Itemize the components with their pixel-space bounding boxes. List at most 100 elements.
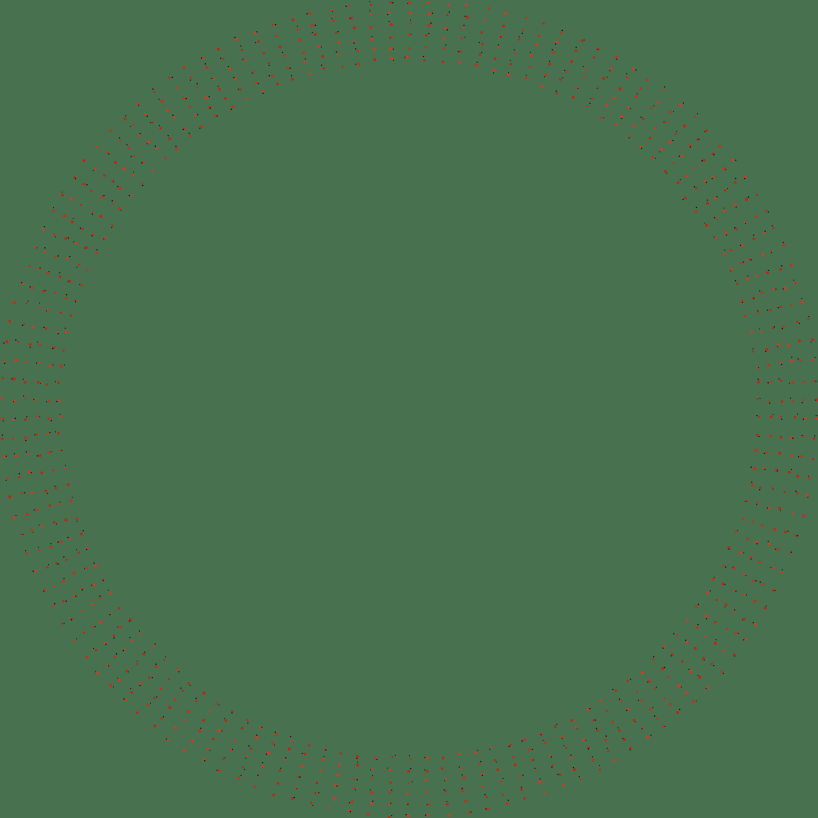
stem-speck [293,796,296,799]
ring-dot [634,94,638,98]
ring-dot [653,127,657,130]
ring-dot [632,124,636,128]
ring-dot [352,786,356,790]
ring-dot [446,13,449,17]
stem-speck [146,115,148,117]
ring-dot [3,360,6,363]
stem-speck [570,754,572,756]
ring-dot [651,155,655,159]
stem-speck [243,768,246,770]
stem-speck [747,196,750,198]
stem-speck [113,637,115,639]
stem-speck [726,234,728,236]
stem-speck [443,789,445,791]
stem-speck [146,143,148,145]
ring-dot [493,57,497,61]
ring-dot [308,744,311,747]
stem-speck [111,227,113,229]
stem-speck [778,378,780,380]
ring-dot [43,588,46,592]
ring-dot [543,792,546,795]
ring-dot [109,683,113,687]
stem-speck [557,773,559,776]
ring-dot [296,28,299,31]
stem-speck [392,48,394,50]
stem-speck [21,324,24,327]
stem-speck [52,207,55,209]
stem-speck [662,647,664,649]
ring-dot [388,768,392,772]
ring-dot [579,778,582,781]
stem-speck [554,43,557,45]
ring-dot [163,658,166,661]
ring-dot [758,560,762,564]
stem-speck [480,760,482,763]
stem-speck [715,639,717,641]
ring-dot [537,779,541,784]
ring-dot [35,415,39,418]
ring-dot [350,800,354,804]
ring-dot [159,687,163,691]
stem-speck [507,799,510,802]
ring-dot [424,33,428,37]
ring-dot [49,364,52,368]
stem-speck [779,510,781,512]
ring-dot [505,802,509,806]
ring-dot [55,330,59,334]
stem-speck [318,792,320,794]
ring-dot [685,641,689,644]
ring-dot [275,82,279,86]
ring-dot [125,669,129,673]
stem-speck [534,767,536,769]
stem-speck [129,636,131,639]
ring-dot [771,326,775,330]
ring-dot [186,709,191,714]
ring-dot [648,136,652,140]
stem-speck [39,267,41,269]
ring-dot [310,23,315,28]
ring-dot [800,300,804,304]
ring-dot [743,314,747,318]
ring-dot [750,330,753,334]
ring-dot [523,738,527,742]
ring-dot [698,675,702,679]
ring-dot [336,53,340,56]
stem-speck [200,727,202,729]
ring-dot [540,84,544,88]
ring-dot [140,182,144,185]
stem-speck [543,76,546,78]
ring-dot [625,76,629,80]
ring-dot [64,296,68,300]
ring-dot [372,48,376,51]
ring-dot [759,330,763,333]
ring-dot [59,364,63,368]
stem-speck [735,206,737,208]
ring-dot [723,189,727,192]
ring-dot [245,97,248,100]
ring-dot [92,583,96,587]
stem-speck [703,659,705,661]
stem-speck [424,769,426,771]
ring-dot [639,87,642,90]
ring-dot [99,215,103,219]
ring-dot [445,778,448,781]
ring-dot [755,193,759,197]
ring-dot [714,217,718,220]
stem-speck [261,726,263,728]
stem-speck [583,39,585,41]
stem-speck [59,272,61,274]
ring-dot [147,676,151,679]
stem-speck [533,759,535,761]
ring-dot [467,811,471,814]
ring-dot [705,129,708,133]
ring-dot [47,417,51,421]
stem-speck [36,455,39,457]
ring-dot [705,591,709,595]
ring-dot [441,756,445,760]
ring-dot [59,415,62,418]
stem-speck [348,802,351,804]
ring-dot [765,348,769,352]
ring-dot [721,649,725,652]
ring-dot [47,450,51,454]
stem-speck [25,439,27,442]
